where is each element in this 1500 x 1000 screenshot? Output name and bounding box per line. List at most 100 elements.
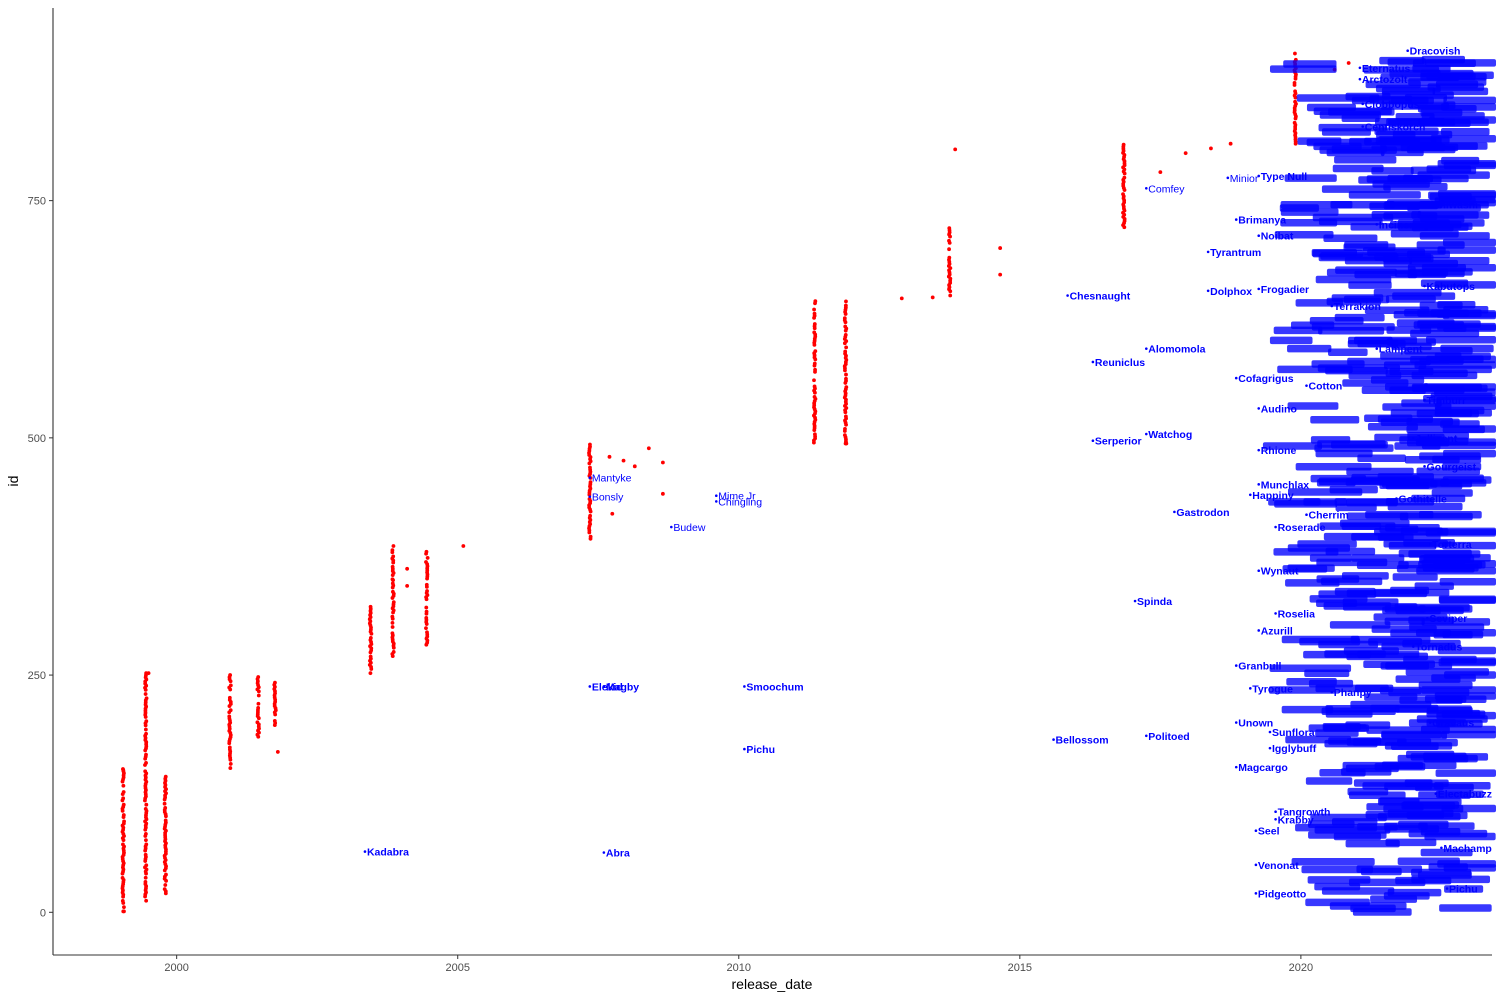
overlapping-label-mass [1381, 87, 1436, 95]
data-point [273, 680, 277, 685]
red-points-layer [120, 51, 1351, 914]
data-point [588, 534, 593, 539]
data-point [391, 650, 396, 654]
label-point [1257, 448, 1261, 452]
label-point [743, 685, 746, 688]
data-point [844, 299, 848, 304]
data-point [812, 330, 817, 335]
overlapping-label-mass [1442, 462, 1482, 471]
data-point [143, 692, 148, 696]
point-label: Tyrantrum [1210, 247, 1261, 259]
overlapping-label-mass [1309, 316, 1364, 325]
overlapping-label-mass [1319, 146, 1397, 154]
data-point [1346, 61, 1351, 65]
overlapping-label-mass [1335, 266, 1416, 274]
overlapping-label-mass [1436, 310, 1496, 318]
overlapping-label-mass [1409, 623, 1485, 631]
point-label: Brimanya [1238, 215, 1286, 227]
data-point [425, 630, 429, 635]
point-label: Igglybuff [1272, 743, 1317, 755]
data-point [813, 367, 817, 372]
data-point [588, 480, 593, 485]
y-tick-label: 0 [40, 907, 46, 919]
data-point [930, 295, 935, 300]
overlapping-label-mass [1367, 248, 1426, 257]
overlapping-label-mass [1429, 116, 1496, 124]
overlapping-label-mass [1385, 295, 1436, 303]
overlapping-label-mass [1390, 230, 1459, 238]
label-point [1254, 892, 1258, 895]
label-point [670, 525, 673, 529]
point-label: Seel [1258, 826, 1280, 838]
point-label: Kadabra [367, 847, 409, 859]
overlapping-label-mass [1351, 533, 1414, 541]
overlapping-label-mass [1439, 904, 1492, 912]
data-point [998, 272, 1003, 277]
label-point [1274, 818, 1277, 821]
x-tick-label: 2010 [727, 962, 751, 974]
overlapping-label-mass [1345, 839, 1400, 848]
label-point [1257, 483, 1261, 486]
overlapping-label-mass [1305, 898, 1370, 907]
overlapping-label-mass [1404, 455, 1460, 464]
overlapping-label-mass [1434, 281, 1496, 289]
overlapping-label-mass [1348, 336, 1393, 345]
data-point [120, 898, 125, 903]
x-tick-label: 2005 [445, 962, 469, 974]
overlapping-label-mass [1328, 348, 1368, 356]
point-label: Frogadier [1261, 284, 1309, 296]
data-point [255, 720, 260, 725]
overlapping-label-mass [1413, 142, 1478, 150]
overlapping-label-mass [1420, 725, 1496, 734]
overlapping-label-mass [1437, 246, 1496, 254]
label-point [1091, 360, 1095, 364]
data-point [390, 564, 395, 569]
point-label: Magby [606, 681, 639, 693]
label-point [1305, 513, 1308, 517]
overlapping-label-mass [1370, 895, 1418, 903]
data-point [843, 303, 848, 308]
overlapping-label-mass [1379, 686, 1422, 695]
data-point [368, 604, 373, 609]
overlapping-label-mass [1287, 402, 1339, 410]
overlapping-label-mass [1305, 777, 1353, 785]
label-point [1145, 347, 1148, 350]
data-point [391, 600, 396, 604]
point-label: Mantyke [592, 473, 632, 485]
label-point [1145, 734, 1148, 738]
overlapping-label-mass [1382, 403, 1452, 411]
overlapping-label-mass [1287, 544, 1350, 552]
data-point [588, 465, 592, 470]
overlapping-label-mass [1342, 761, 1423, 770]
data-point [143, 852, 148, 857]
data-point [143, 875, 148, 880]
data-point [228, 673, 233, 677]
overlapping-label-mass [1329, 485, 1378, 494]
overlapping-label-mass [1443, 864, 1496, 872]
point-label: Dracovish [1410, 46, 1461, 58]
overlapping-label-mass [1273, 326, 1323, 335]
label-point [1234, 376, 1238, 380]
point-label: Roserade [1278, 522, 1326, 534]
label-point [1257, 629, 1261, 632]
data-point [424, 626, 428, 631]
point-label: Watchog [1148, 429, 1192, 441]
data-point [813, 349, 818, 354]
data-point [228, 762, 233, 766]
point-label: Unown [1238, 718, 1273, 730]
label-point [1440, 846, 1443, 850]
overlapping-label-mass [1387, 174, 1434, 183]
overlapping-label-mass [1430, 392, 1493, 401]
overlapping-label-mass [1377, 415, 1433, 423]
label-point [1052, 738, 1055, 741]
overlapping-label-mass [1367, 423, 1418, 431]
overlapping-label-mass [1436, 711, 1496, 720]
label-point [1066, 294, 1069, 297]
data-point [844, 376, 848, 381]
data-point [1121, 192, 1125, 197]
data-point [228, 683, 233, 688]
overlapping-label-mass [1301, 865, 1374, 874]
overlapping-label-mass [1334, 587, 1376, 596]
data-point [843, 441, 848, 446]
overlapping-label-mass [1281, 635, 1360, 644]
